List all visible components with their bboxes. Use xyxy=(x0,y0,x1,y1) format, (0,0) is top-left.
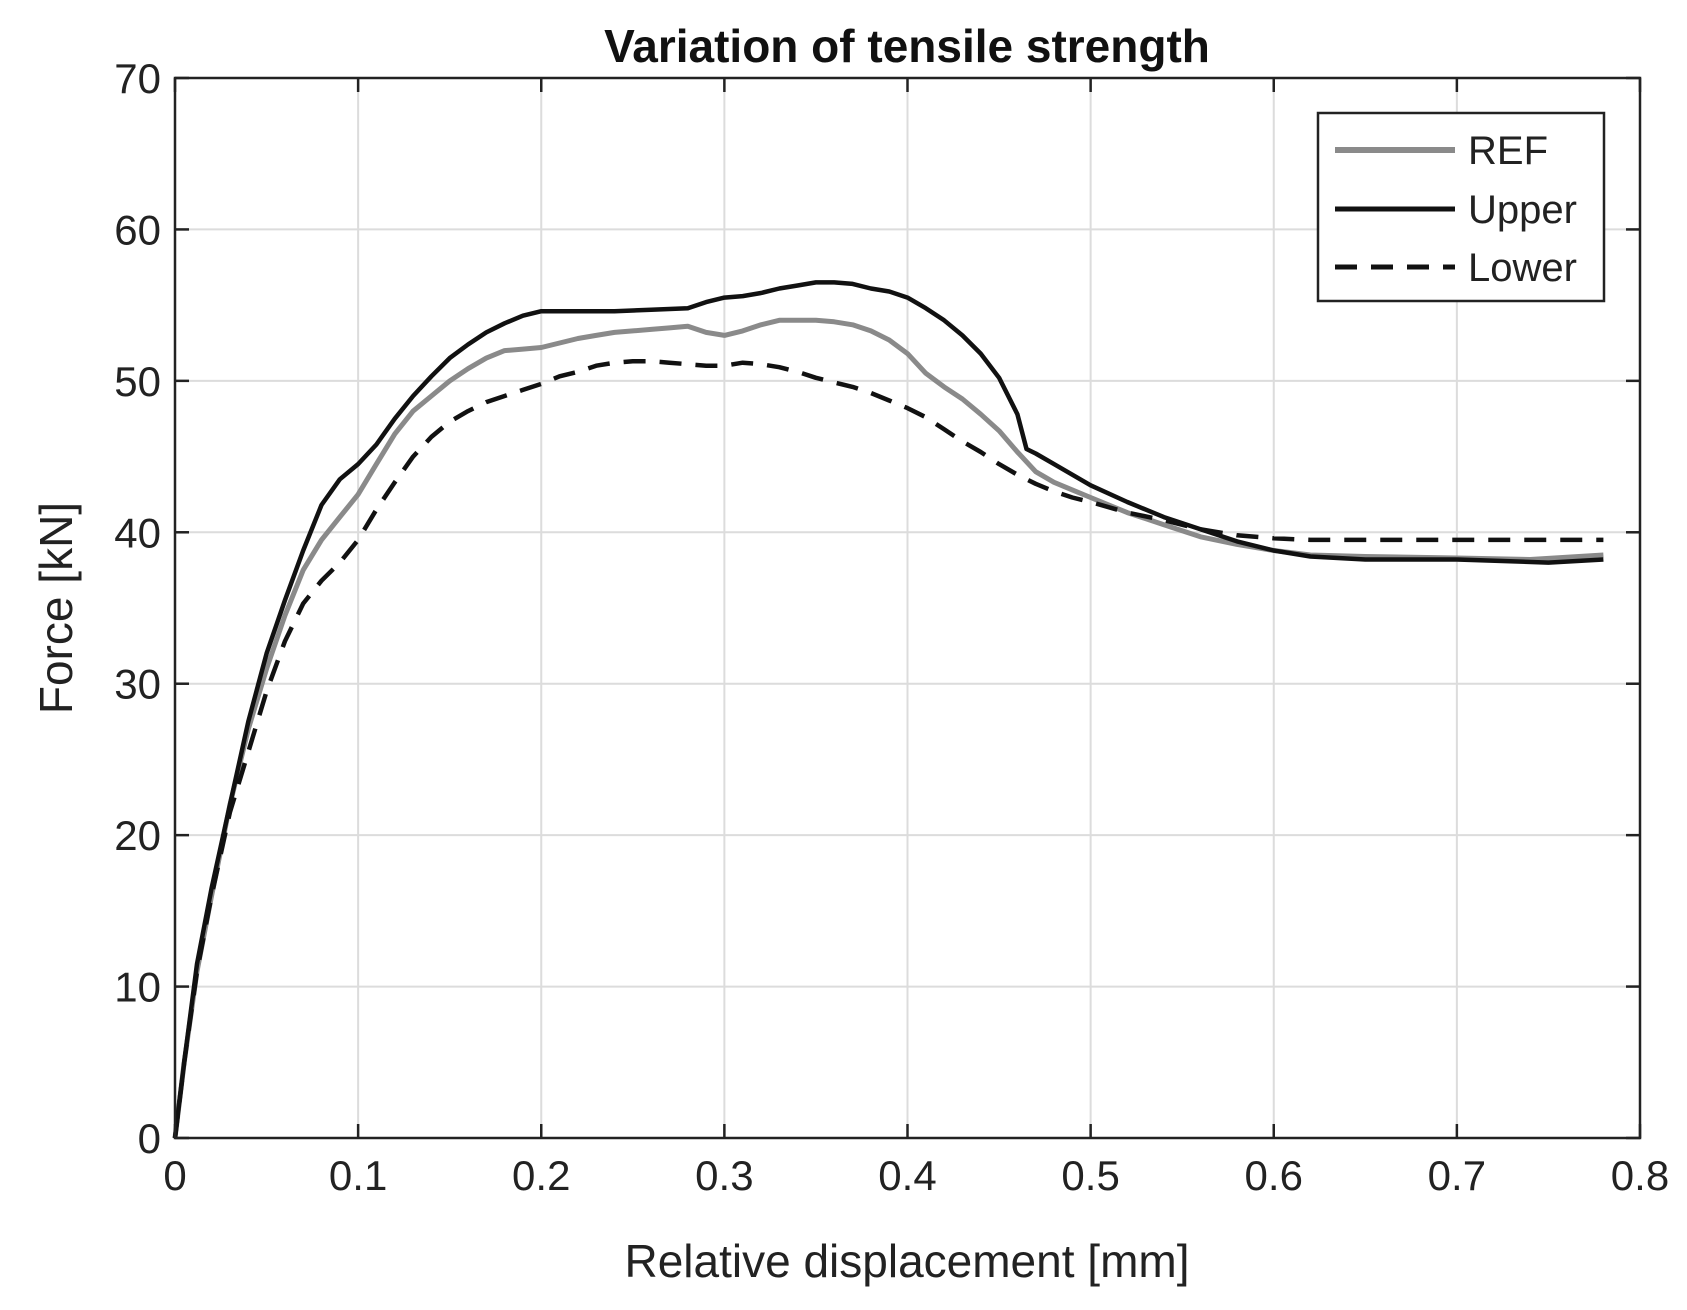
y-tick-label: 40 xyxy=(114,509,161,556)
legend-label-ref: REF xyxy=(1468,129,1548,173)
axis-ticks: 0 0.1 0.2 0.3 0.4 0.5 0.6 0.7 0.8 0 10 20 30 40 50 60 70 xyxy=(114,55,1669,1199)
legend: REF Upper Lower xyxy=(1316,111,1606,303)
series-line-lower xyxy=(172,358,1604,1139)
x-axis-label: Relative displacement [mm] xyxy=(625,1235,1190,1287)
series-line-ref xyxy=(172,317,1604,1139)
y-tick-label: 30 xyxy=(114,661,161,708)
y-tick-label: 60 xyxy=(114,206,161,253)
y-tick-label: 20 xyxy=(114,812,161,859)
x-tick-label: 0.1 xyxy=(329,1152,387,1199)
y-tick-label: 10 xyxy=(114,964,161,1011)
legend-label-lower: Lower xyxy=(1468,246,1577,290)
y-tick-label: 50 xyxy=(114,358,161,405)
x-tick-label: 0.8 xyxy=(1611,1152,1669,1199)
x-tick-label: 0.5 xyxy=(1061,1152,1119,1199)
x-tick-label: 0 xyxy=(163,1152,186,1199)
x-tick-label: 0.3 xyxy=(695,1152,753,1199)
x-tick-label: 0.7 xyxy=(1428,1152,1486,1199)
x-tick-label: 0.6 xyxy=(1245,1152,1303,1199)
data-series xyxy=(172,280,1604,1139)
y-tick-label: 70 xyxy=(114,55,161,102)
series-line-upper xyxy=(172,280,1604,1139)
y-axis-label: Force [kN] xyxy=(30,502,82,714)
x-tick-label: 0.4 xyxy=(878,1152,936,1199)
x-tick-label: 0.2 xyxy=(512,1152,570,1199)
y-tick-label: 0 xyxy=(138,1115,161,1162)
legend-label-upper: Upper xyxy=(1468,188,1577,232)
chart-title: Variation of tensile strength xyxy=(604,20,1210,72)
